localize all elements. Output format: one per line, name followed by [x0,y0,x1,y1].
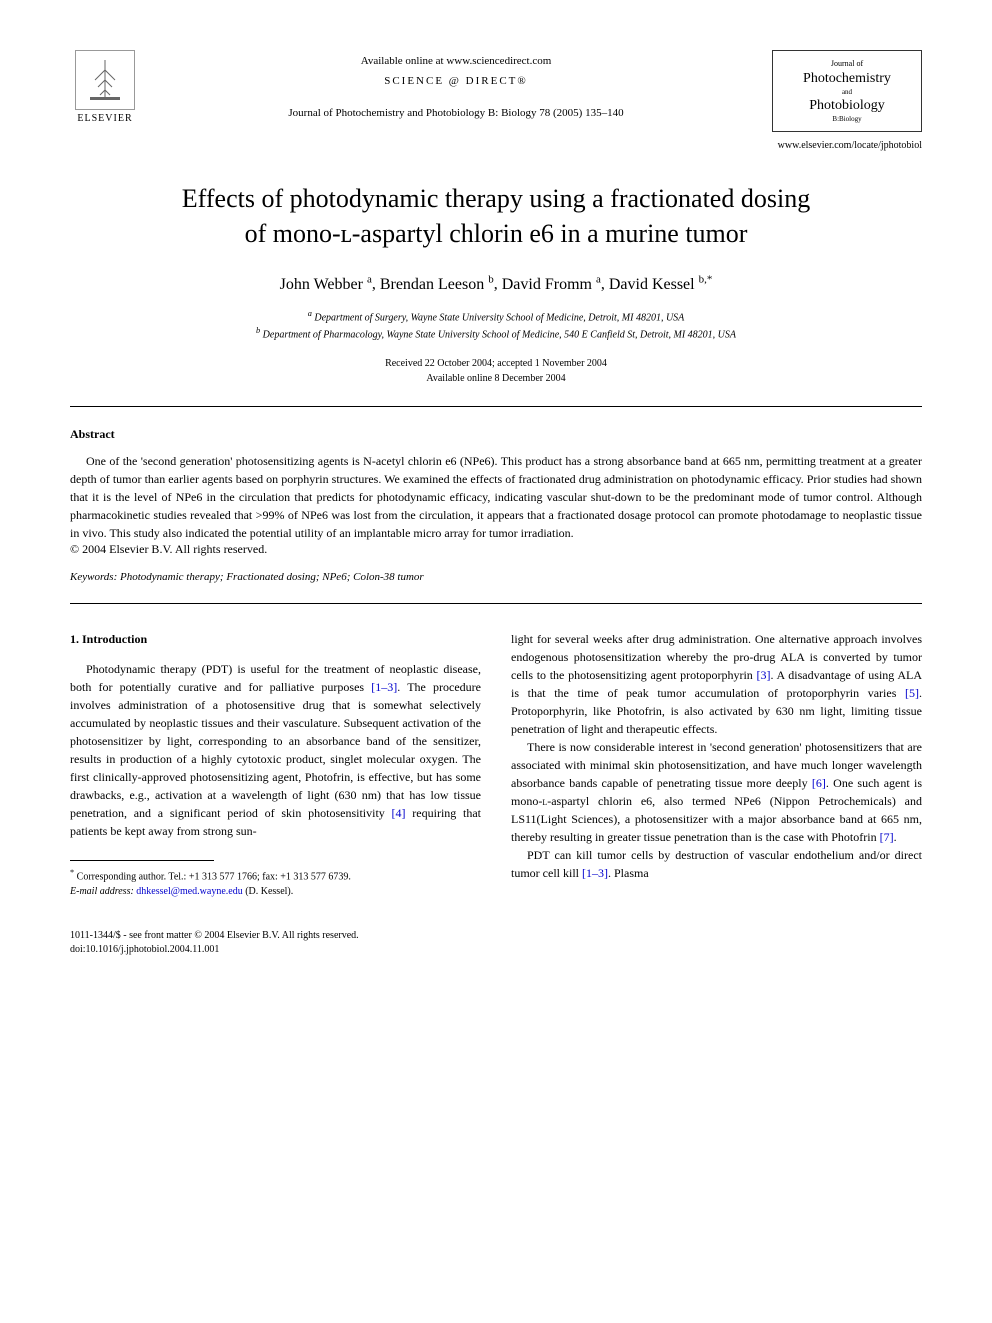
email-note: E-mail address: dhkessel@med.wayne.edu (… [70,885,481,899]
journal-box-line2: Photochemistry [781,71,913,87]
cite-6[interactable]: [6] [812,776,826,790]
divider [70,406,922,407]
footer-line1: 1011-1344/$ - see front matter © 2004 El… [70,930,359,941]
keywords-label: Keywords: [70,571,117,583]
journal-box-line4: Photobiology [781,98,913,114]
intro-para-3: PDT can kill tumor cells by destruction … [511,846,922,882]
available-online-text: Available online at www.sciencedirect.co… [140,55,772,67]
keywords-text: Photodynamic therapy; Fractionated dosin… [120,571,424,583]
intro-heading: 1. Introduction [70,630,481,648]
received-date: Received 22 October 2004; accepted 1 Nov… [385,358,607,369]
cite-3[interactable]: [3] [757,668,771,682]
body-two-column: 1. Introduction Photodynamic therapy (PD… [70,630,922,898]
author-0: John Webber a [280,276,372,293]
cite-4[interactable]: [4] [392,806,406,820]
author-3: David Kessel b,* [609,276,713,293]
affiliation-b: Department of Pharmacology, Wayne State … [263,329,736,340]
journal-box-line1: Journal of [781,59,913,68]
authors-list: John Webber a, Brendan Leeson b, David F… [70,273,922,293]
cite-1-3b[interactable]: [1–3] [582,866,608,880]
publication-dates: Received 22 October 2004; accepted 1 Nov… [70,356,922,386]
corresponding-author-note: * Corresponding author. Tel.: +1 313 577… [70,867,481,884]
cite-5[interactable]: [5] [905,686,919,700]
intro-para-2: There is now considerable interest in 's… [511,738,922,846]
cite-1-3[interactable]: [1–3] [371,680,397,694]
intro-para-1: Photodynamic therapy (PDT) is useful for… [70,660,481,840]
title-line2: of mono-ʟ-aspartyl chlorin e6 in a murin… [245,219,748,248]
affiliation-a: Department of Surgery, Wayne State Unive… [314,312,684,323]
cite-7[interactable]: [7] [880,830,894,844]
elsevier-logo: ELSEVIER [70,50,140,124]
left-column: 1. Introduction Photodynamic therapy (PD… [70,630,481,898]
journal-reference: Journal of Photochemistry and Photobiolo… [140,107,772,119]
abstract-copyright: © 2004 Elsevier B.V. All rights reserved… [70,542,922,557]
right-column: light for several weeks after drug admin… [511,630,922,898]
author-2: David Fromm a [502,276,601,293]
divider [70,603,922,604]
available-date: Available online 8 December 2004 [426,373,565,384]
footnote-separator [70,860,214,861]
intro-para-1-cont: light for several weeks after drug admin… [511,630,922,738]
keywords: Keywords: Photodynamic therapy; Fraction… [70,571,922,583]
journal-box-line3: and [781,88,913,96]
corresponding-email[interactable]: dhkessel@med.wayne.edu [136,886,242,897]
header-center: Available online at www.sciencedirect.co… [140,50,772,119]
journal-box-line5: B:Biology [781,115,913,123]
affiliations: a Department of Surgery, Wayne State Uni… [70,308,922,343]
title-line1: Effects of photodynamic therapy using a … [182,184,810,213]
article-title: Effects of photodynamic therapy using a … [70,181,922,251]
journal-cover-box: Journal of Photochemistry and Photobiolo… [772,50,922,132]
author-1: Brendan Leeson b [380,276,494,293]
sciencedirect-logo: SCIENCE @ DIRECT® [140,75,772,87]
footer: 1011-1344/$ - see front matter © 2004 El… [70,929,922,957]
abstract-heading: Abstract [70,427,922,442]
footer-doi: doi:10.1016/j.jphotobiol.2004.11.001 [70,944,219,955]
elsevier-tree-icon [75,50,135,110]
header-row: ELSEVIER Available online at www.science… [70,50,922,132]
abstract-text: One of the 'second generation' photosens… [70,452,922,542]
locate-url[interactable]: www.elsevier.com/locate/jphotobiol [70,140,922,151]
elsevier-label: ELSEVIER [77,113,132,124]
